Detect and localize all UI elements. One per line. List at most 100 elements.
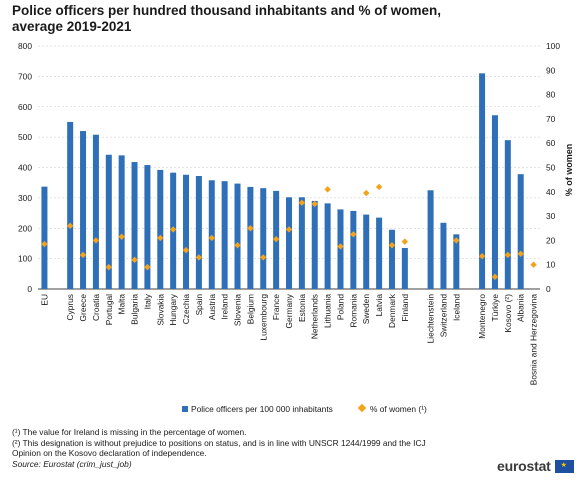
- bar: [389, 230, 395, 289]
- right-axis-tick-label: 90: [546, 65, 556, 75]
- category-label: Finland: [400, 294, 410, 322]
- category-label: Hungary: [168, 293, 178, 325]
- left-axis-tick-label: 0: [27, 284, 32, 294]
- bar: [80, 131, 86, 289]
- bar-series: [41, 73, 523, 289]
- category-label: Italy: [142, 293, 152, 309]
- bar: [67, 122, 73, 289]
- right-axis-tick-label: 50: [546, 163, 556, 173]
- category-label: Slovenia: [233, 294, 243, 326]
- right-axis-tick-label: 40: [546, 187, 556, 197]
- bar: [492, 115, 498, 289]
- marker-point: [376, 184, 382, 190]
- category-label: Bulgaria: [130, 294, 140, 325]
- category-label: Romania: [348, 294, 358, 328]
- category-label: Germany: [284, 293, 294, 328]
- legend: Police officers per 100 000 inhabitants …: [182, 404, 427, 414]
- bar: [363, 215, 369, 289]
- category-label: Slovakia: [155, 294, 165, 326]
- bar: [325, 203, 331, 289]
- right-axis-tick-label: 60: [546, 138, 556, 148]
- footnote-2b: Opinion on the Kosovo declaration of ind…: [12, 448, 492, 459]
- right-axis-tick-label: 100: [546, 41, 560, 51]
- legend-swatch-markers: [358, 404, 366, 412]
- source-note: Source: Eurostat (crim_just_job): [12, 459, 492, 470]
- category-label: Estonia: [297, 294, 307, 322]
- bar: [119, 155, 125, 289]
- bar: [209, 180, 215, 289]
- legend-label-markers: % of women (¹): [370, 404, 427, 414]
- category-label: Iceland: [451, 294, 461, 321]
- bar: [235, 184, 241, 289]
- bar: [247, 187, 253, 289]
- eurostat-wordmark: eurostat: [497, 458, 551, 474]
- bar: [376, 218, 382, 289]
- bar: [157, 170, 163, 289]
- footnote-2a: (²) This designation is without prejudic…: [12, 438, 492, 449]
- marker-point: [402, 238, 408, 244]
- category-label: Ireland: [220, 294, 230, 320]
- category-label: EU: [39, 294, 49, 306]
- bar: [402, 248, 408, 289]
- bar: [312, 201, 318, 289]
- right-axis-tick-label: 10: [546, 260, 556, 270]
- category-label: Portugal: [104, 294, 114, 325]
- bar: [41, 187, 47, 289]
- category-label: Croatia: [91, 294, 101, 321]
- category-labels: EU Cyprus Greece Croatia Portugal Malta Bulgar…: [39, 293, 538, 385]
- bar: [260, 188, 266, 289]
- category-label: Spain: [194, 294, 204, 316]
- bar: [132, 162, 138, 289]
- category-label: Sweden: [361, 294, 371, 325]
- left-axis-tick-label: 400: [18, 163, 32, 173]
- category-label: Luxembourg: [258, 294, 268, 341]
- category-label: Netherlands: [310, 294, 320, 339]
- category-label: Albania: [516, 294, 526, 322]
- bar: [518, 174, 524, 289]
- category-label: France: [271, 294, 281, 320]
- left-axis-tick-label: 100: [18, 254, 32, 264]
- category-label: Malta: [117, 294, 127, 315]
- footnotes: (¹) The value for Ireland is missing in …: [12, 427, 492, 469]
- category-label: Poland: [335, 294, 345, 320]
- category-label: Latvia: [374, 294, 384, 317]
- category-label: Belgium: [245, 294, 255, 324]
- bar: [299, 197, 305, 289]
- category-label: Cyprus: [65, 294, 75, 321]
- category-label: Lithuania: [323, 294, 333, 328]
- right-axis-tick-label: 80: [546, 90, 556, 100]
- eu-flag-icon: ★: [555, 460, 574, 473]
- left-axis-ticks: 0 100 200 300 400 500 600 700 800: [18, 41, 32, 294]
- left-axis-tick-label: 600: [18, 102, 32, 112]
- eurostat-logo: eurostat ★: [497, 458, 574, 474]
- bar: [196, 176, 202, 289]
- marker-point: [324, 186, 330, 192]
- bar: [93, 135, 99, 289]
- bar: [286, 197, 292, 289]
- bar: [440, 223, 446, 289]
- category-label: Austria: [207, 294, 217, 320]
- category-label: Greece: [78, 294, 88, 322]
- category-label: Türkiye: [490, 294, 500, 322]
- bar: [428, 190, 434, 289]
- legend-swatch-bars: [182, 406, 188, 412]
- marker-point: [530, 262, 536, 268]
- bar: [505, 140, 511, 289]
- right-axis-tick-label: 30: [546, 211, 556, 221]
- left-axis-tick-label: 700: [18, 71, 32, 81]
- chart-area: 0 100 200 300 400 500 600 700 800 0 10 20 30 40 50 60 7…: [0, 0, 583, 425]
- right-axis-ticks: 0 10 20 30 40 50 60 70 80 90 100: [546, 41, 560, 294]
- category-label: Montenegro: [477, 294, 487, 339]
- category-label: Liechtenstein: [426, 294, 436, 344]
- right-axis-tick-label: 20: [546, 235, 556, 245]
- right-axis-tick-label: 0: [546, 284, 551, 294]
- category-label: Kosovo (²): [503, 294, 513, 333]
- left-axis-tick-label: 300: [18, 193, 32, 203]
- right-axis-tick-label: 70: [546, 114, 556, 124]
- category-label: Switzerland: [438, 294, 448, 338]
- bar: [144, 165, 150, 289]
- footnote-1: (¹) The value for Ireland is missing in …: [12, 427, 492, 438]
- bar: [350, 211, 356, 289]
- category-label: Czechia: [181, 294, 191, 325]
- left-axis-tick-label: 500: [18, 132, 32, 142]
